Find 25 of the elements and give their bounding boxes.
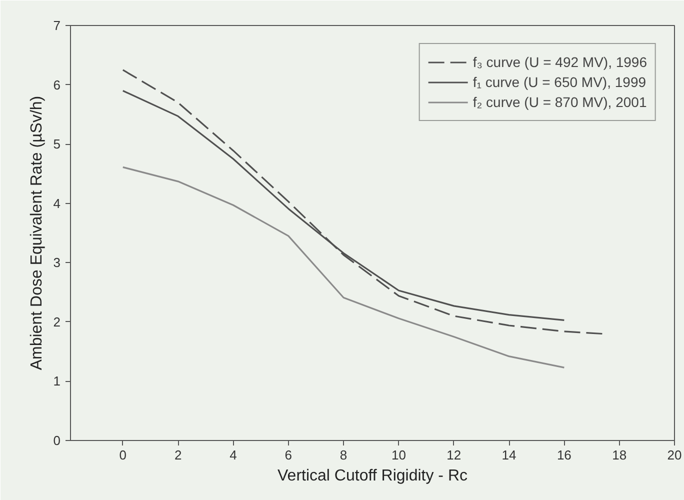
- x-tick-label: 18: [612, 448, 627, 462]
- x-tick-label: 2: [174, 448, 182, 462]
- x-tick-label: 6: [284, 448, 292, 462]
- y-tick-label: 4: [53, 196, 61, 211]
- x-tick-label: 14: [502, 448, 516, 462]
- y-tick-label: 0: [53, 433, 61, 448]
- x-tick-label: 20: [667, 448, 682, 462]
- x-tick-label: 16: [556, 448, 572, 462]
- x-axis-title: Vertical Cutoff Rigidity - Rc: [278, 468, 468, 484]
- y-tick-label: 2: [53, 314, 61, 330]
- line-series: [122, 166, 565, 368]
- legend-label: f₃ curve (U = 492 MV), 1996: [472, 54, 647, 70]
- x-tick-label: 8: [340, 448, 348, 462]
- y-tick-label: 5: [53, 136, 61, 152]
- legend-label: f₂ curve (U = 870 MV), 2001: [472, 94, 647, 110]
- x-tick-label: 4: [230, 448, 237, 462]
- y-tick-label: 7: [53, 18, 61, 33]
- y-tick-label: 6: [53, 77, 61, 92]
- y-axis-title: Ambient Dose Equivalent Rate (µSv/h): [28, 96, 46, 370]
- x-tick-label: 10: [391, 448, 406, 462]
- x-tick-label: 0: [119, 448, 127, 462]
- legend-label: f₁ curve (U = 650 MV), 1999: [472, 74, 646, 90]
- x-tick-label: 12: [446, 448, 462, 462]
- y-tick-label: 3: [53, 255, 61, 270]
- y-tick-label: 1: [53, 374, 61, 389]
